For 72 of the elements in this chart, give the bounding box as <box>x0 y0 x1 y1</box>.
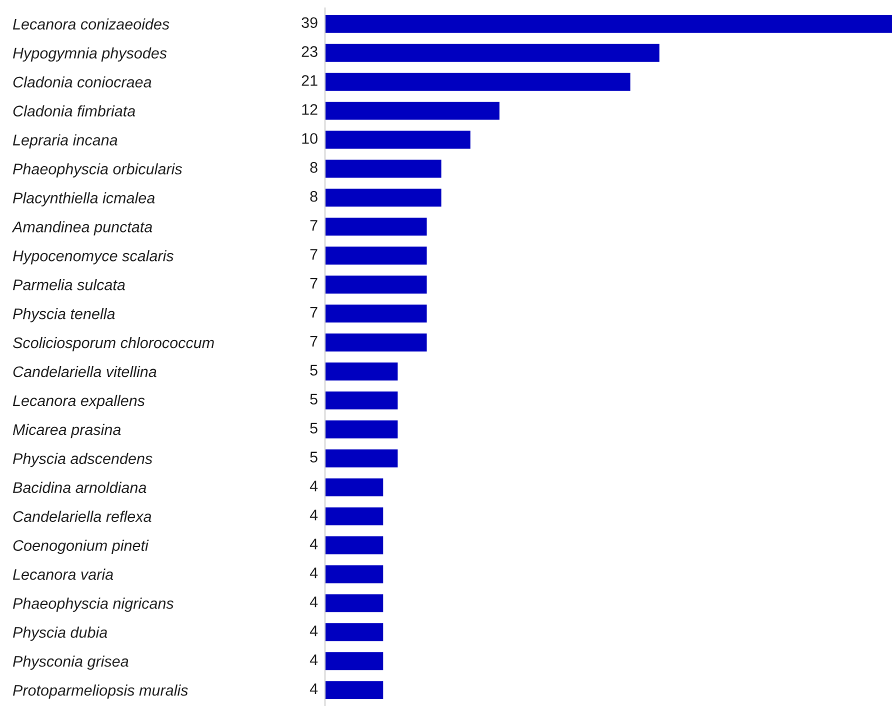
bar <box>325 160 442 178</box>
data-label: 21 <box>302 75 318 86</box>
y-tick-label: Parmelia sulcata <box>12 279 125 290</box>
bar <box>325 594 384 612</box>
bar <box>325 304 427 323</box>
bar <box>325 623 384 642</box>
data-label: 5 <box>310 364 318 376</box>
y-tick-label: Physconia grisea <box>12 656 128 670</box>
data-label: 10 <box>302 133 318 144</box>
bar <box>325 246 427 265</box>
y-tick-label: Candelariella vitellina <box>13 366 156 378</box>
y-tick-label: Candelariella reflexa <box>13 510 152 522</box>
data-label: 39 <box>302 17 318 28</box>
bar <box>325 334 427 352</box>
bar <box>325 420 398 438</box>
bar <box>325 565 384 584</box>
y-tick-label: Amandinea punctata <box>12 221 152 236</box>
bar <box>325 391 398 410</box>
y-tick-label: Lepraria incana <box>12 134 118 148</box>
bar <box>325 652 384 670</box>
bar <box>325 218 427 236</box>
data-label: 5 <box>310 452 318 462</box>
y-tick-label: Phaeophyscia orbicularis <box>12 163 182 178</box>
data-label: 7 <box>310 336 318 346</box>
y-tick-label: Hypocenomyce scalaris <box>12 250 174 264</box>
data-label: 4 <box>310 684 318 694</box>
data-label: 7 <box>310 306 318 318</box>
data-label: 4 <box>310 626 318 636</box>
y-tick-label: Micarea prasina <box>12 424 121 438</box>
bar <box>325 44 660 62</box>
y-tick-label: Phaeophyscia nigricans <box>12 598 174 612</box>
y-tick-label: Lecanora conizaeoides <box>12 18 170 30</box>
y-tick-label: Scoliciosporum chlorococcum <box>12 336 214 352</box>
y-tick-label: Cladonia fimbriata <box>13 105 136 117</box>
data-label: 8 <box>310 162 318 173</box>
data-label: 5 <box>310 422 318 434</box>
data-label: 5 <box>310 394 318 405</box>
bar <box>325 362 398 380</box>
bar <box>325 188 442 207</box>
bar <box>325 102 500 120</box>
y-tick-label: Physcia dubia <box>12 626 108 641</box>
data-label: 4 <box>310 568 318 578</box>
bar <box>325 478 384 496</box>
data-label: 4 <box>310 510 318 520</box>
y-tick-label: Coenogonium pineti <box>13 540 149 554</box>
bar <box>325 276 427 294</box>
y-tick-label: Cladonia coniocraea <box>13 76 152 88</box>
data-label: 7 <box>310 249 318 260</box>
bar <box>325 130 470 149</box>
data-label: 7 <box>310 278 318 289</box>
data-label: 8 <box>310 190 318 202</box>
bar <box>325 536 384 554</box>
y-tick-label: Bacidina arnoldiana <box>12 482 146 494</box>
y-tick-label: Protoparmeliopsis muralis <box>12 684 188 699</box>
y-tick-label: Lecanora expallens <box>12 394 145 410</box>
data-label: 4 <box>310 654 318 666</box>
y-tick-label: Placynthiella icmalea <box>12 192 155 206</box>
bar <box>325 72 630 91</box>
data-label: 12 <box>302 104 318 115</box>
bar <box>325 681 384 700</box>
bar <box>325 449 398 468</box>
y-tick-label: Lecanora varia <box>12 568 114 580</box>
data-label: 7 <box>310 220 318 231</box>
bar <box>325 14 892 33</box>
data-label: 23 <box>302 46 318 57</box>
y-tick-label: Physcia adscendens <box>12 452 152 468</box>
y-tick-label: Physcia tenella <box>12 308 115 322</box>
data-label: 4 <box>310 596 318 608</box>
data-label: 4 <box>310 538 318 550</box>
data-label: 4 <box>310 480 318 492</box>
y-tick-label: Hypogymnia physodes <box>12 47 167 62</box>
bar <box>325 507 384 526</box>
